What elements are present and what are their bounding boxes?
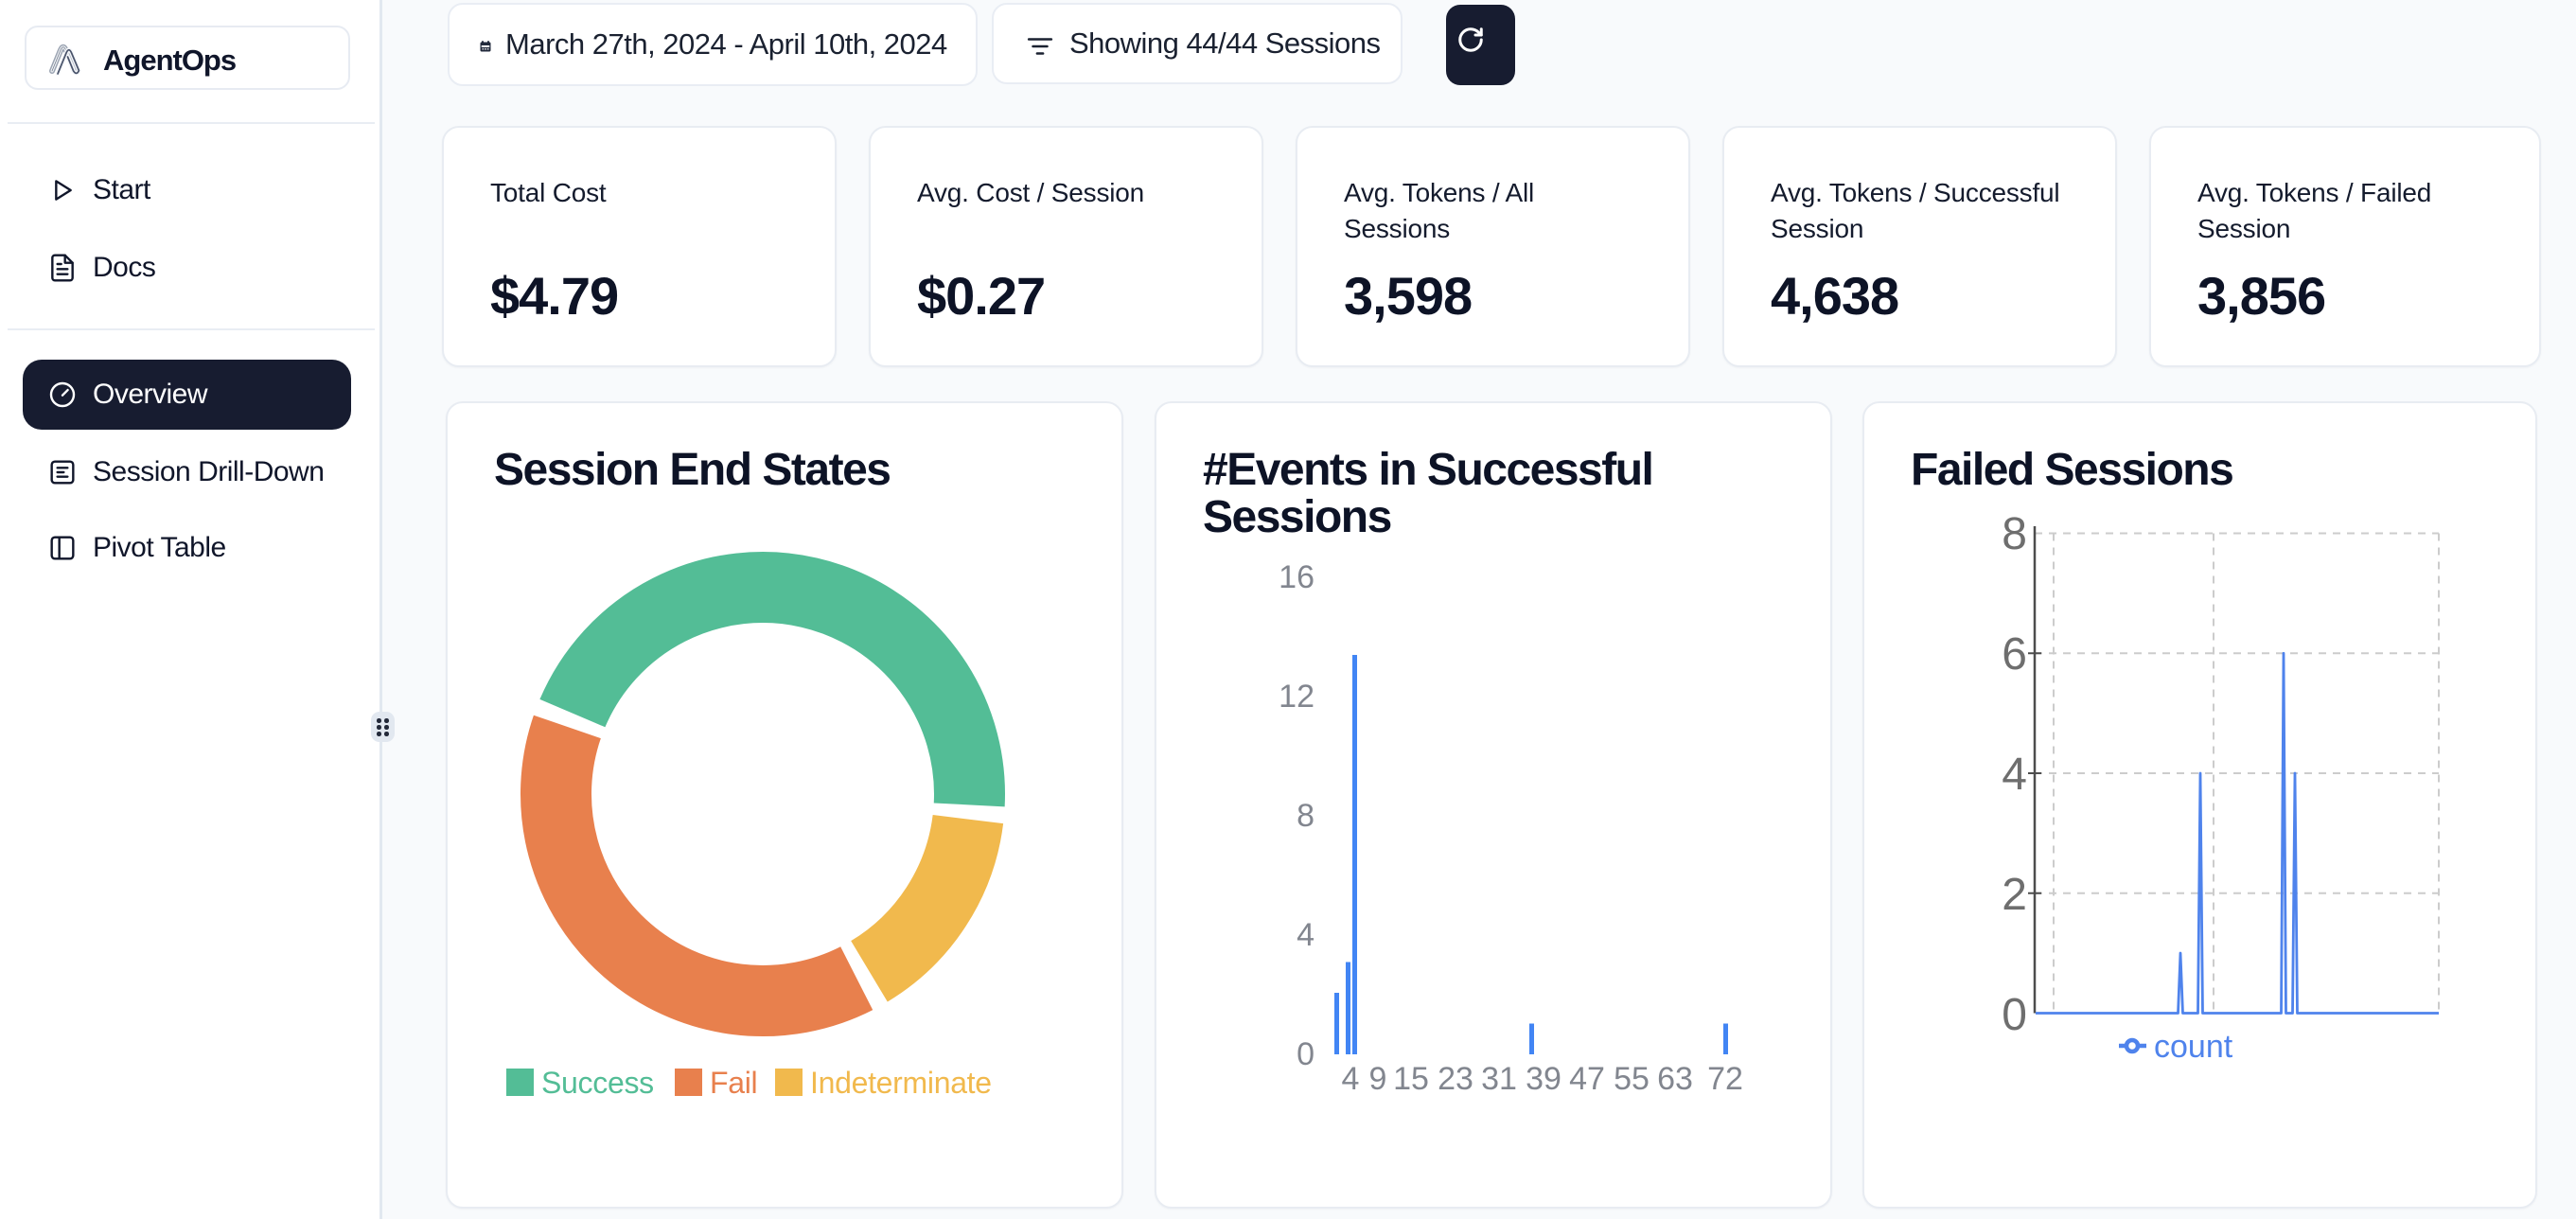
svg-text:4: 4	[1297, 917, 1314, 953]
svg-text:63: 63	[1657, 1061, 1693, 1097]
svg-text:15: 15	[1393, 1061, 1429, 1097]
svg-text:6: 6	[2002, 629, 2027, 680]
svg-text:count: count	[2154, 1029, 2233, 1065]
svg-text:55: 55	[1614, 1061, 1650, 1097]
svg-text:39: 39	[1526, 1061, 1561, 1097]
svg-text:47: 47	[1569, 1061, 1605, 1097]
svg-text:72: 72	[1707, 1061, 1743, 1097]
svg-text:0: 0	[2002, 990, 2027, 1040]
svg-text:16: 16	[1279, 559, 1314, 595]
svg-text:0: 0	[1297, 1036, 1314, 1072]
svg-text:2: 2	[2002, 870, 2027, 920]
svg-text:8: 8	[1297, 798, 1314, 834]
svg-text:8: 8	[2002, 509, 2027, 559]
svg-text:4: 4	[1342, 1061, 1360, 1097]
svg-text:23: 23	[1438, 1061, 1473, 1097]
svg-text:31: 31	[1481, 1061, 1517, 1097]
svg-text:9: 9	[1369, 1061, 1387, 1097]
svg-text:12: 12	[1279, 679, 1314, 715]
svg-text:4: 4	[2002, 750, 2027, 800]
